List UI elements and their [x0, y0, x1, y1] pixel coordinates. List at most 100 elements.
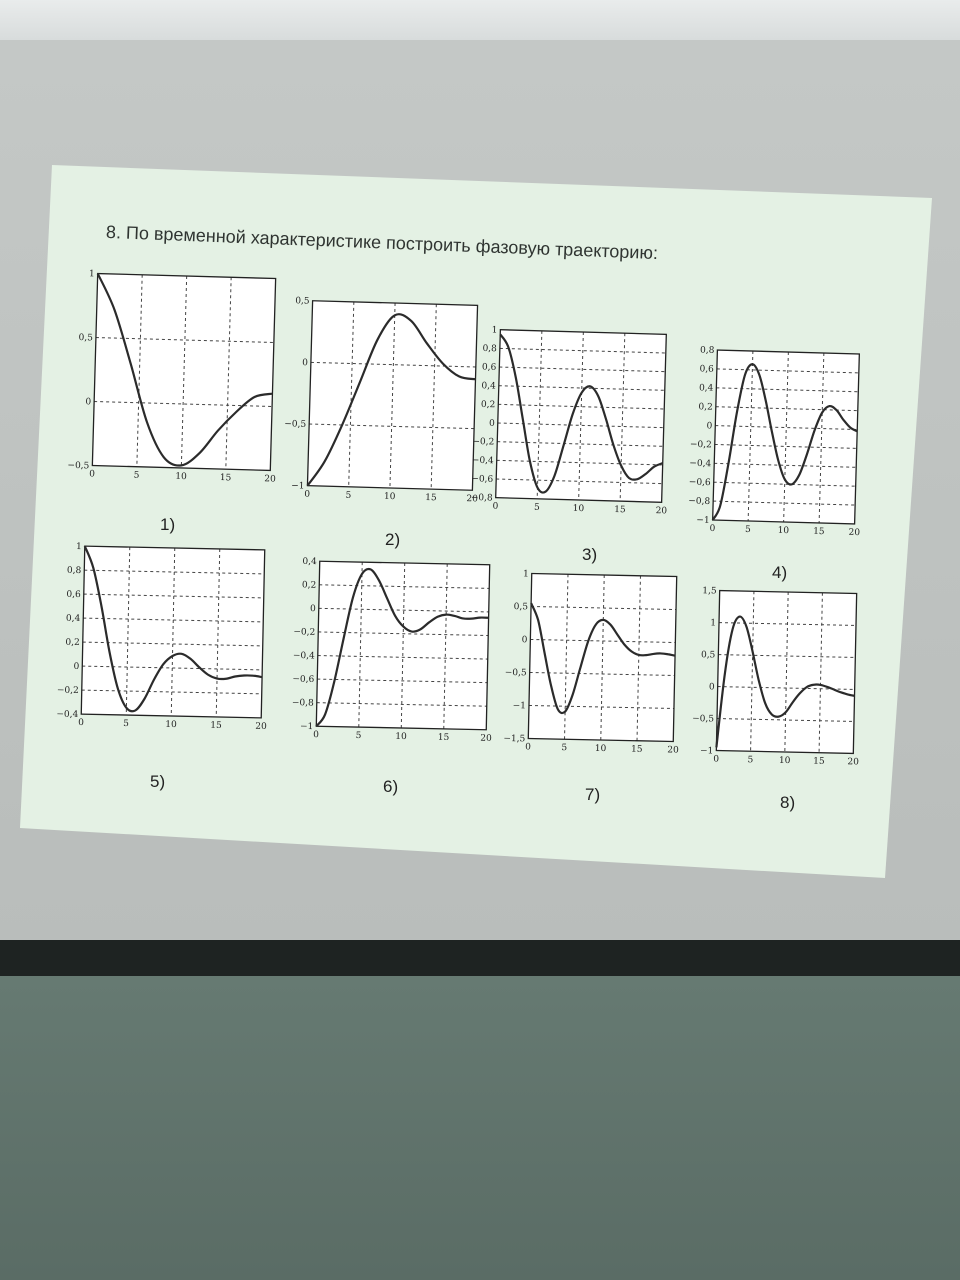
chart-3-hgrid [496, 478, 663, 485]
chart-7-xtick: 20 [667, 745, 679, 755]
chart-1-frame [91, 272, 277, 472]
chart-2-series-line [306, 313, 476, 487]
chart-7-hgrid [530, 638, 676, 644]
chart-5-xtick: 20 [255, 722, 267, 732]
chart-7-xtick: 5 [561, 743, 567, 753]
chart-4-ytick: −0,6 [689, 478, 711, 489]
chart-2-ytick: 0,5 [295, 296, 310, 306]
chart-3-xtick: 20 [656, 506, 668, 516]
chart-3: 0 5 10 15 20 1 0,8 0,6 0,4 0,2 0 −0,2 −0,4 −0,6 −0,8 [471, 325, 668, 516]
chart-8-ytick: −1 [700, 746, 713, 756]
chart-5-hgrid [81, 689, 262, 695]
chart-3-vgrid [619, 333, 626, 502]
chart-5-vgrid [125, 547, 131, 716]
chart-6-hgrid [317, 678, 488, 684]
chart-2: 0 5 10 15 20 0,5 0 −0,5 −1 [284, 296, 478, 504]
chart-2-label: 2) [385, 530, 400, 549]
chart-6-ytick: −0,8 [292, 698, 314, 708]
chart-1-label: 1) [160, 515, 175, 534]
chart-4-xtick: 20 [848, 528, 860, 538]
chart-7-hgrid [531, 605, 677, 611]
chart-3-label: 3) [582, 545, 597, 564]
chart-4-xtick: 0 [709, 524, 715, 534]
chart-5-ytick: 0 [73, 662, 79, 672]
chart-2-xtick: 20 [466, 494, 478, 504]
chart-4-ytick: −1 [696, 516, 710, 526]
chart-6-ytick: −1 [300, 722, 313, 732]
chart-1-xtick: 20 [264, 474, 276, 484]
chart-5: 0 5 10 15 20 1 0,8 0,6 0,4 0,2 0 −0,2 −0,4 [56, 542, 267, 732]
chart-2-ytick: 0 [302, 358, 308, 368]
chart-2-xtick: 15 [425, 493, 437, 503]
chart-4-xtick: 10 [778, 526, 790, 536]
chart-7-ytick: 1 [523, 569, 529, 579]
chart-4-vgrid [783, 352, 789, 522]
chart-5-series-line [83, 545, 263, 713]
chart-1-xtick: 15 [220, 473, 232, 483]
chart-4-ytick: 0 [706, 421, 712, 431]
chart-5-ytick: 0,2 [65, 638, 80, 648]
chart-6-frame [315, 560, 491, 731]
chart-3-ytick: 0 [489, 419, 495, 429]
wall [0, 976, 960, 1280]
chart-5-xtick: 15 [210, 721, 222, 731]
chart-7-plot-area [528, 573, 677, 742]
chart-3-ytick: 0,6 [482, 363, 497, 373]
chart-1-ytick: 0,5 [78, 333, 93, 343]
chart-4-ytick: 0,8 [700, 346, 715, 356]
chart-7-ytick: −1,5 [503, 734, 525, 744]
chart-4-ytick: 0,2 [698, 402, 713, 412]
chart-8: 0 5 10 15 20 1,5 1 0,5 0 −0,5 −1 [692, 586, 859, 767]
chart-3-vgrid [536, 330, 543, 499]
chart-4-ytick: −0,2 [690, 440, 712, 451]
chart-6-xtick: 20 [480, 734, 492, 744]
chart-1-vgrid [225, 277, 232, 470]
chart-6-ytick: 0,2 [302, 580, 317, 590]
chart-4-ytick: 0,4 [699, 383, 714, 393]
chart-8-hgrid [719, 622, 857, 626]
chart-6-ytick: 0 [310, 604, 316, 614]
chart-4-xtick: 15 [813, 527, 825, 537]
chart-8-vgrid [750, 591, 755, 752]
chart-8-ytick: 0,5 [701, 650, 716, 660]
chart-3-ytick: −0,4 [472, 456, 494, 467]
chart-7-ytick: 0 [522, 635, 528, 645]
chart-6-label: 6) [383, 777, 398, 796]
chart-8-ytick: −0,5 [692, 714, 714, 724]
chart-4-frame [711, 349, 861, 525]
chart-5-ytick: −0,2 [57, 686, 79, 696]
chart-8-ytick: 0 [709, 682, 715, 692]
chart-8-series-line [715, 615, 855, 748]
chart-5-vgrid [170, 548, 176, 716]
chart-3-ytick: 0,4 [481, 381, 496, 391]
chart-3-xtick: 15 [614, 505, 626, 515]
chart-4-vgrid [818, 353, 825, 523]
chart-3-hgrid [496, 459, 663, 466]
chart-5-ytick: −0,4 [56, 710, 78, 720]
chart-3-frame [495, 329, 667, 503]
chart-1-vgrid [180, 276, 188, 468]
chart-8-xtick: 5 [747, 755, 753, 765]
chart-8-frame [715, 589, 858, 755]
chart-3-ytick: 0,2 [481, 400, 496, 410]
chart-7: 0 5 10 15 20 1 0,5 0 −0,5 −1 −1,5 [503, 569, 679, 755]
chart-4-ytick: 0,6 [699, 364, 714, 374]
chart-1-vgrid [136, 274, 143, 467]
chart-4-ytick: −0,4 [689, 459, 711, 470]
chart-3-hgrid [499, 366, 666, 373]
chart-7-hgrid [528, 704, 674, 710]
chart-8-vgrid [818, 592, 823, 753]
chart-3-ytick: −0,2 [472, 437, 494, 448]
chart-3-hgrid [498, 385, 665, 391]
chart-7-frame [527, 572, 678, 743]
chart-6-ytick: −0,4 [293, 651, 315, 661]
chart-8-vgrid [784, 592, 789, 752]
chart-4: 0 5 10 15 20 0,8 0,6 0,4 0,2 0 −0,2 −0,4 −0,6 −0,8 −1 [688, 346, 861, 539]
chart-3-xtick: 0 [492, 502, 498, 512]
chart-5-label: 5) [150, 772, 165, 791]
chart-3-vgrid [578, 332, 584, 500]
chart-4-ytick: −0,8 [688, 496, 710, 507]
chart-6-hgrid [318, 631, 489, 636]
chart-3-hgrid [498, 403, 665, 410]
